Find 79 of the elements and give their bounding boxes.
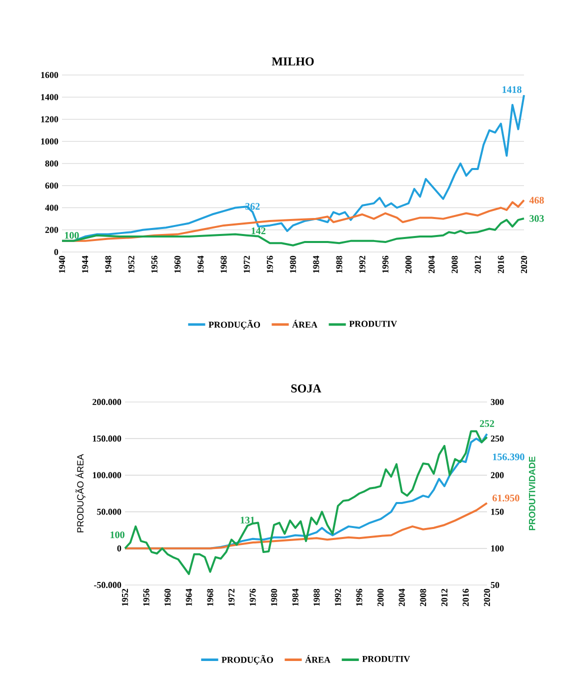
- data-label: 100: [110, 531, 124, 538]
- chart-title: MILHO: [272, 57, 314, 66]
- data-label: 142: [252, 227, 266, 234]
- x-tick-label: 1944: [82, 256, 88, 273]
- x-tick-label: 1960: [164, 588, 171, 606]
- y2-tick-label: 300: [490, 398, 504, 406]
- y2-tick-label: 200: [490, 472, 504, 478]
- legend-label: ÁREA: [305, 655, 330, 663]
- x-tick-label: 1976: [266, 256, 273, 273]
- x-tick-label: 2016: [498, 256, 504, 274]
- x-tick-label: 1964: [186, 588, 192, 606]
- x-tick-label: 1948: [105, 256, 112, 273]
- x-tick-label: 1968: [207, 588, 214, 606]
- x-tick-label: 1972: [244, 256, 250, 273]
- x-tick-label: 2020: [520, 256, 528, 274]
- x-tick-label: 2000: [377, 588, 384, 606]
- y-tick-label: -50.000: [94, 582, 122, 588]
- x-tick-label: 2008: [420, 588, 426, 606]
- x-tick-label: 2004: [398, 588, 405, 606]
- y2-tick-label: 50: [490, 582, 500, 588]
- x-tick-label: 2012: [441, 588, 448, 606]
- y-tick-label: 1600: [41, 72, 58, 78]
- x-tick-label: 1984: [313, 256, 320, 273]
- x-tick-label: 2000: [405, 256, 412, 274]
- x-tick-label: 2012: [474, 256, 481, 274]
- x-tick-label: 2008: [452, 256, 458, 274]
- x-tick-label: 1952: [122, 588, 128, 606]
- x-tick-label: 2020: [484, 588, 490, 606]
- x-tick-label: 1984: [292, 588, 298, 606]
- y-tick-label: 0: [117, 545, 122, 552]
- y-tick-label: 600: [45, 182, 58, 189]
- y2-axis-title: PRODUTIVIDADE: [528, 456, 536, 530]
- y2-tick-label: 250: [490, 436, 504, 442]
- x-tick-label: 1976: [250, 588, 256, 606]
- y-tick-label: 50.000: [97, 508, 122, 515]
- data-label: 1418: [502, 86, 522, 93]
- y-tick-label: 200.000: [92, 398, 122, 406]
- y-axis-title: PRODUÇÃO ÁREA: [76, 454, 86, 532]
- x-tick-label: 2016: [462, 588, 469, 606]
- x-tick-label: 1992: [334, 588, 341, 606]
- legend-label: PRODUÇÃO: [208, 320, 260, 330]
- y-tick-label: 150.000: [92, 436, 122, 442]
- data-label: 100: [65, 232, 79, 239]
- legend-label: PRODUTIV: [349, 320, 397, 327]
- x-tick-label: 1956: [151, 256, 158, 273]
- x-tick-label: 1952: [128, 256, 134, 273]
- y-tick-label: 400: [45, 204, 58, 211]
- y2-tick-label: 100: [491, 545, 504, 552]
- y-tick-label: 1000: [41, 138, 58, 144]
- x-tick-label: 1960: [174, 256, 181, 273]
- data-label: 252: [480, 420, 494, 427]
- x-tick-label: 1988: [336, 256, 342, 273]
- x-tick-label: 2004: [428, 256, 435, 274]
- x-tick-label: 1940: [58, 256, 66, 273]
- x-tick-label: 1956: [143, 588, 150, 606]
- y-tick-label: 0: [54, 248, 58, 256]
- x-tick-label: 1980: [290, 256, 296, 273]
- data-label: 303: [530, 215, 544, 222]
- data-label: 468: [529, 196, 544, 204]
- x-tick-label: 1992: [359, 256, 366, 273]
- y-tick-label: 200: [45, 226, 58, 233]
- y-tick-label: 1400: [41, 94, 58, 100]
- chart-title: SOJA: [291, 384, 322, 392]
- y-tick-label: 800: [45, 160, 58, 167]
- x-tick-label: 1980: [271, 588, 278, 606]
- y-tick-label: 1200: [41, 116, 58, 122]
- x-tick-label: 1996: [356, 588, 362, 606]
- x-tick-label: 1972: [228, 588, 234, 606]
- y2-tick-label: 150: [491, 508, 504, 515]
- x-tick-label: 1964: [198, 256, 204, 273]
- y-tick-label: 100.000: [92, 472, 122, 478]
- x-tick-label: 1988: [314, 588, 320, 606]
- legend-label: PRODUTIV: [362, 656, 410, 662]
- x-tick-label: 1968: [220, 256, 227, 273]
- data-label: 61.950: [492, 494, 520, 502]
- x-tick-label: 1996: [382, 256, 388, 273]
- data-label: 156.390: [492, 454, 524, 460]
- legend-label: PRODUÇÃO: [222, 655, 274, 665]
- legend-label: ÁREA: [292, 320, 318, 328]
